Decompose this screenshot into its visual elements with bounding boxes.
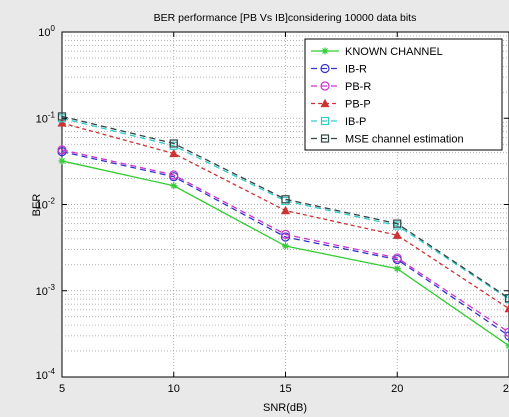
- data-point-marker: [281, 195, 290, 204]
- series-pb-r: [57, 145, 509, 337]
- legend-entry: MSE channel estimation: [311, 134, 464, 146]
- data-point-marker: [169, 170, 179, 180]
- data-point-marker: [280, 232, 291, 242]
- legend-entry: IB-R: [311, 64, 367, 76]
- x-tick-label: 2: [503, 383, 509, 395]
- series-mse-channel-estimation: [57, 112, 509, 303]
- legend-label: IB-P: [345, 116, 366, 128]
- y-tick-label: 10-4: [36, 367, 56, 382]
- legend-label: PB-R: [345, 81, 371, 93]
- legend-box: [304, 38, 503, 151]
- data-point-marker: [504, 294, 509, 303]
- series-line: [61, 151, 509, 337]
- data-point-marker: [320, 134, 330, 143]
- data-point-marker: [321, 47, 329, 55]
- series-known-channel: [58, 157, 509, 350]
- data-point-marker: [170, 182, 178, 190]
- data-point-marker: [320, 116, 330, 126]
- y-tick-label: 10-3: [36, 283, 56, 298]
- chart-title: BER performance [PB Vs IB]considering 10…: [154, 12, 417, 24]
- legend-entry: KNOWN CHANNEL: [311, 46, 443, 58]
- data-point-marker: [282, 242, 289, 250]
- y-axis-label: BER: [31, 194, 43, 217]
- data-point-marker: [504, 327, 509, 337]
- y-tick-label: 10-1: [36, 110, 56, 125]
- data-point-marker: [280, 229, 291, 240]
- x-axis-label: SNR(dB): [263, 402, 307, 414]
- legend-label: MSE channel estimation: [345, 134, 464, 146]
- series-pb-p: [57, 118, 509, 313]
- x-tick-label: 20: [391, 383, 403, 395]
- data-point-marker: [57, 118, 67, 127]
- data-point-marker: [57, 145, 67, 155]
- data-point-marker: [169, 148, 179, 158]
- data-point-marker: [280, 205, 291, 215]
- series-layer: [57, 112, 509, 350]
- data-point-marker: [392, 253, 402, 263]
- x-tick-label: 15: [279, 383, 291, 395]
- y-tick-label: 10-2: [36, 197, 56, 212]
- legend-label: PB-P: [345, 99, 371, 111]
- data-point-marker: [320, 98, 330, 108]
- x-tick-label: 5: [59, 383, 65, 395]
- axis-ticks: 5 10 15 20 2 100 10-1 10-2 10-3 10-4: [36, 24, 509, 395]
- legend-label: KNOWN CHANNEL: [345, 46, 443, 58]
- data-point-marker: [169, 139, 178, 148]
- legend-entry: PB-R: [311, 81, 371, 93]
- data-point-marker: [58, 157, 66, 165]
- y-tick-label: 100: [38, 24, 55, 39]
- legend-entry: IB-P: [311, 116, 366, 128]
- data-point-marker: [57, 112, 67, 121]
- data-point-marker: [504, 331, 509, 341]
- legend-label: IB-R: [345, 64, 367, 76]
- legend-entry: PB-P: [311, 99, 371, 111]
- data-point-marker: [392, 230, 402, 239]
- data-point-marker: [504, 303, 509, 313]
- data-point-marker: [320, 63, 330, 74]
- data-point-marker: [393, 219, 402, 228]
- series-line: [61, 149, 509, 333]
- legend: KNOWN CHANNEL IB-R PB-R PB-P IB-P MSE channel…: [304, 38, 503, 151]
- x-tick-label: 10: [168, 383, 180, 395]
- data-point-marker: [393, 265, 401, 273]
- data-point-marker: [320, 81, 330, 91]
